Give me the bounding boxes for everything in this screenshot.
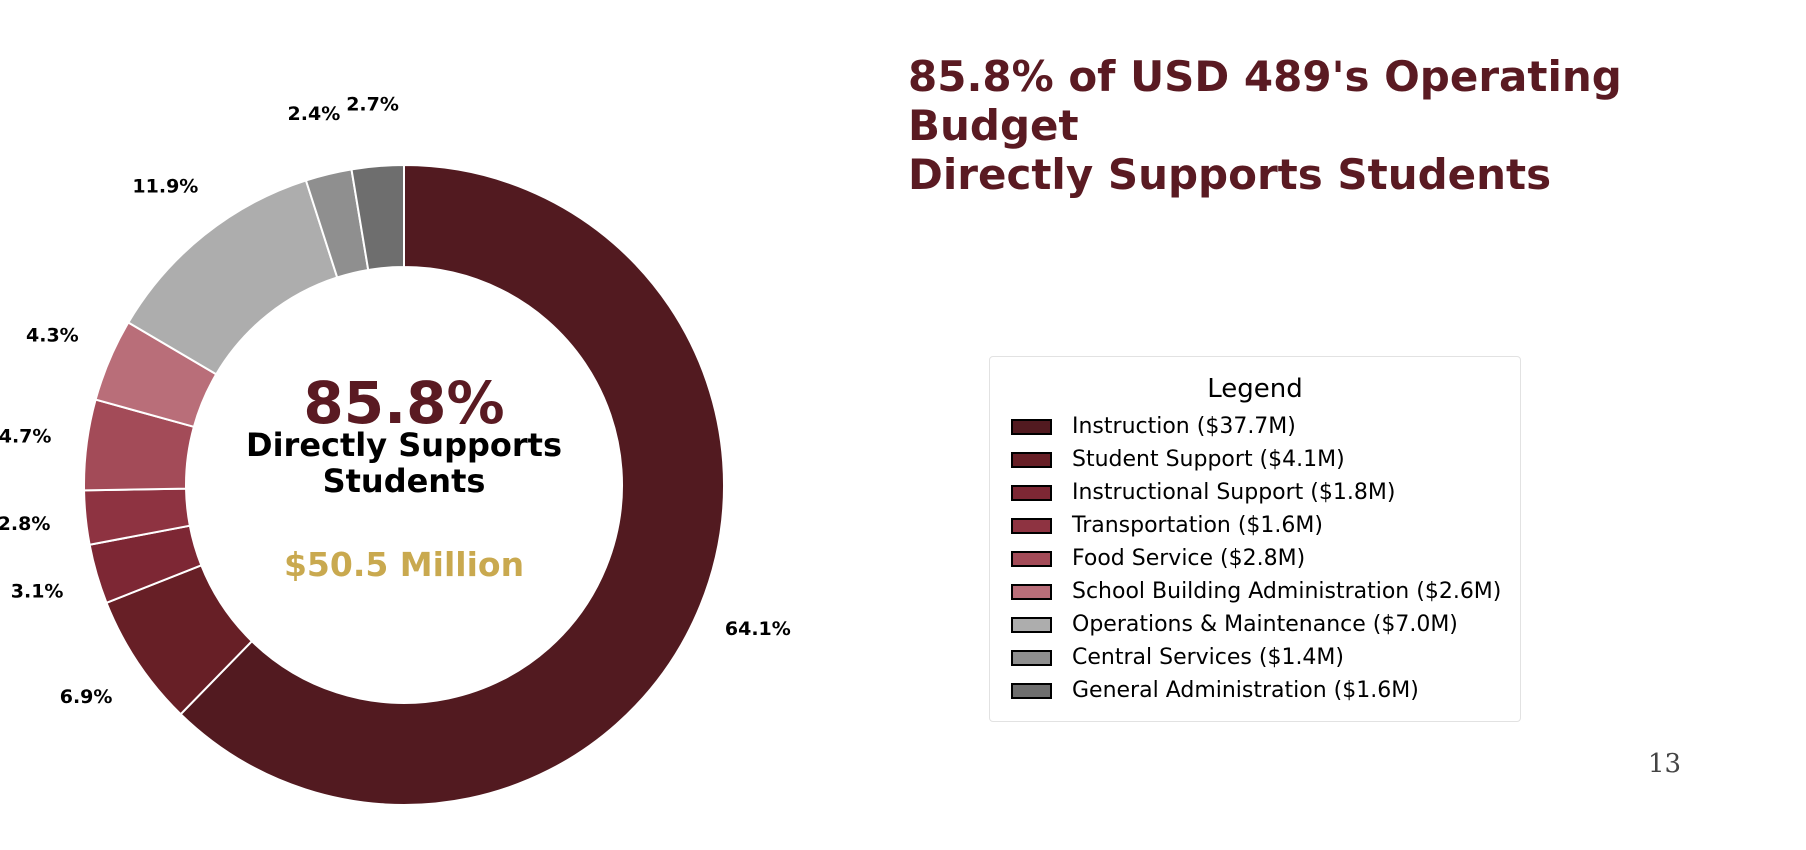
legend-item-central-services: Central Services ($1.4M): [990, 641, 1520, 674]
legend-item-instruction: Instruction ($37.7M): [990, 410, 1520, 443]
chart-legend: Legend Instruction ($37.7M) Student Suppo…: [989, 356, 1521, 722]
legend-label: Instructional Support ($1.8M): [1072, 480, 1396, 505]
legend-label: Central Services ($1.4M): [1072, 645, 1344, 670]
center-subtitle-line2: Students: [323, 462, 486, 500]
legend-swatch: [1011, 616, 1052, 633]
legend-swatch: [1011, 418, 1052, 435]
slice-label-food-service: 4.7%: [0, 426, 51, 448]
legend-item-transportation: Transportation ($1.6M): [990, 509, 1520, 542]
legend-items: Instruction ($37.7M) Student Support ($4.…: [990, 410, 1520, 707]
slice-label-school-building-administration: 4.3%: [26, 325, 79, 347]
donut-chart: 64.1% 6.9% 3.1% 2.8% 4.7% 4.3% 11.9% 2.4% 2.7% 8…: [0, 93, 791, 806]
legend-swatch: [1011, 649, 1052, 666]
legend-item-instructional-support: Instructional Support ($1.8M): [990, 476, 1520, 509]
page-title-line2: Directly Supports Students: [908, 150, 1552, 199]
legend-label: School Building Administration ($2.6M): [1072, 579, 1502, 604]
slice-label-instruction: 64.1%: [725, 618, 791, 640]
slice-label-general-administration: 2.7%: [346, 93, 399, 115]
legend-label: Food Service ($2.8M): [1072, 546, 1306, 571]
legend-item-general-administration: General Administration ($1.6M): [990, 674, 1520, 707]
center-percent: 85.8%: [303, 369, 504, 437]
slice-label-transportation: 2.8%: [0, 513, 50, 535]
legend-swatch: [1011, 583, 1052, 600]
slice-label-operations-and-maintenance: 11.9%: [132, 176, 198, 198]
slice-label-student-support: 6.9%: [60, 686, 113, 708]
legend-swatch: [1011, 550, 1052, 567]
center-amount: $50.5 Million: [284, 545, 524, 584]
legend-item-operations-and-maintenance: Operations & Maintenance ($7.0M): [990, 608, 1520, 641]
legend-item-student-support: Student Support ($4.1M): [990, 443, 1520, 476]
legend-item-food-service: Food Service ($2.8M): [990, 542, 1520, 575]
page-title-line1: 85.8% of USD 489's Operating Budget: [908, 52, 1622, 150]
page-title: 85.8% of USD 489's Operating Budget Dire…: [908, 52, 1798, 199]
slice-label-instructional-support: 3.1%: [11, 580, 64, 602]
slice-label-central-services: 2.4%: [288, 103, 341, 125]
legend-swatch: [1011, 451, 1052, 468]
donut-slice-general-administration: [350, 163, 405, 272]
chart-slice-labels: 64.1% 6.9% 3.1% 2.8% 4.7% 4.3% 11.9% 2.4% 2.7%: [0, 93, 791, 708]
legend-label: General Administration ($1.6M): [1072, 678, 1419, 703]
legend-label: Operations & Maintenance ($7.0M): [1072, 612, 1458, 637]
page-number: 13: [1648, 749, 1682, 779]
legend-swatch: [1011, 682, 1052, 699]
legend-swatch: [1011, 517, 1052, 534]
donut-slice-instruction: [179, 163, 725, 806]
center-subtitle-line1: Directly Supports: [246, 426, 562, 464]
legend-label: Transportation ($1.6M): [1072, 513, 1323, 538]
legend-title: Legend: [1207, 374, 1303, 404]
legend-label: Instruction ($37.7M): [1072, 414, 1296, 439]
legend-swatch: [1011, 484, 1052, 501]
legend-item-school-building-administration: School Building Administration ($2.6M): [990, 575, 1520, 608]
chart-slices: [83, 163, 725, 806]
legend-label: Student Support ($4.1M): [1072, 447, 1345, 472]
